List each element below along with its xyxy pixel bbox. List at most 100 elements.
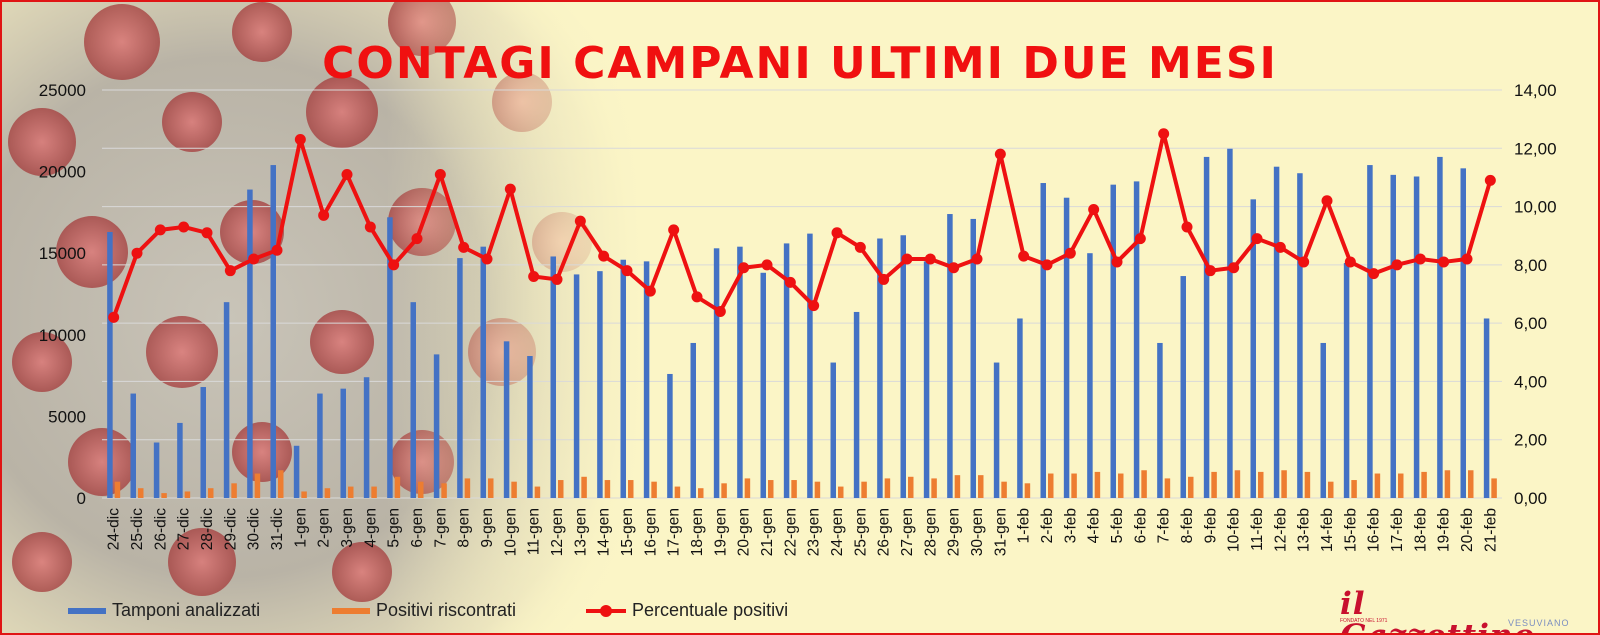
- point-percentuale: [1111, 256, 1123, 268]
- y-left-tick-label: 20000: [39, 163, 86, 182]
- point-percentuale: [551, 273, 563, 285]
- bar-positivi: [1048, 473, 1054, 498]
- bar-positivi: [1491, 478, 1497, 498]
- point-percentuale: [1414, 253, 1426, 265]
- point-percentuale: [434, 169, 446, 181]
- bar-positivi: [231, 483, 237, 498]
- y-left-tick-label: 0: [77, 489, 86, 508]
- bar-positivi: [1444, 470, 1451, 498]
- bar-tamponi: [1087, 253, 1093, 498]
- y-right-tick-label: 10,00: [1514, 198, 1557, 217]
- x-tick-label: 25-gen: [852, 508, 869, 556]
- point-percentuale: [574, 215, 586, 227]
- bar-positivi: [254, 473, 261, 498]
- x-tick-label: 12-feb: [1272, 508, 1289, 552]
- bar-positivi: [488, 478, 494, 498]
- bar-tamponi: [1110, 184, 1116, 498]
- bar-positivi: [721, 483, 727, 498]
- x-tick-label: 10-gen: [502, 508, 519, 556]
- x-tick-label: 14-gen: [596, 508, 613, 556]
- bar-tamponi: [713, 248, 720, 498]
- bar-tamponi: [993, 362, 1000, 498]
- x-tick-label: 15-gen: [619, 508, 636, 556]
- bar-positivi: [884, 478, 891, 498]
- x-tick-label: 10-feb: [1226, 508, 1243, 552]
- bar-tamponi: [597, 271, 603, 498]
- bar-tamponi: [1367, 165, 1373, 498]
- bar-tamponi: [1157, 342, 1163, 498]
- legend-label-tamponi: Tamponi analizzati: [112, 600, 261, 620]
- x-tick-label: 12-gen: [549, 508, 566, 556]
- bar-tamponi: [153, 442, 160, 498]
- bar-tamponi: [1017, 318, 1023, 498]
- x-tick-label: 15-feb: [1342, 508, 1359, 552]
- point-percentuale: [1438, 256, 1450, 268]
- bar-tamponi: [107, 231, 113, 498]
- point-percentuale: [1391, 259, 1403, 271]
- bar-positivi: [278, 470, 284, 498]
- bar-positivi: [861, 481, 867, 498]
- bar-positivi: [301, 491, 307, 498]
- point-percentuale: [248, 253, 260, 265]
- x-tick-label: 31-gen: [992, 508, 1009, 556]
- x-tick-label: 25-dic: [129, 508, 146, 550]
- x-tick-label: 18-feb: [1412, 508, 1429, 552]
- bar-positivi: [1024, 483, 1031, 498]
- bar-positivi: [1211, 471, 1217, 498]
- x-tick-label: 31-dic: [269, 508, 286, 550]
- bar-tamponi: [410, 302, 416, 498]
- bar-tamponi: [760, 272, 766, 498]
- bar-tamponi: [1040, 183, 1046, 499]
- chart-title: CONTAGI CAMPANI ULTIMI DUE MESI: [322, 38, 1278, 89]
- logo-subtitle: VESUVIANO: [1508, 618, 1570, 628]
- bar-tamponi: [1203, 156, 1210, 499]
- bar-positivi: [768, 480, 774, 498]
- point-percentuale: [948, 262, 960, 274]
- bar-positivi: [534, 486, 541, 498]
- x-tick-label: 16-gen: [642, 508, 659, 556]
- bar-tamponi: [1437, 156, 1443, 499]
- point-percentuale: [108, 311, 120, 323]
- point-percentuale: [1298, 256, 1310, 268]
- x-tick-label: 13-feb: [1296, 508, 1313, 552]
- bar-tamponi: [550, 256, 556, 498]
- bar-tamponi: [853, 311, 860, 498]
- point-percentuale: [621, 265, 633, 277]
- point-percentuale: [504, 183, 516, 195]
- bar-tamponi: [900, 235, 906, 499]
- bar-positivi: [161, 493, 167, 498]
- x-tick-label: 27-gen: [899, 508, 916, 556]
- x-tick-label: 29-dic: [222, 508, 239, 550]
- bar-tamponi: [1460, 168, 1466, 498]
- point-percentuale: [224, 265, 236, 277]
- point-percentuale: [598, 250, 610, 262]
- bar-positivi: [1421, 471, 1427, 498]
- legend-label-positivi: Positivi riscontrati: [376, 600, 517, 620]
- x-tick-label: 19-feb: [1436, 508, 1453, 552]
- point-percentuale: [924, 253, 936, 265]
- bar-tamponi: [1297, 173, 1303, 498]
- point-percentuale: [458, 241, 470, 253]
- bar-positivi: [1468, 470, 1474, 498]
- point-percentuale: [528, 271, 540, 283]
- y-left-tick-label: 10000: [39, 326, 86, 345]
- bar-tamponi: [1227, 148, 1233, 498]
- x-tick-label: 1-feb: [1016, 508, 1033, 543]
- point-percentuale: [738, 262, 750, 274]
- x-tick-label: 13-gen: [572, 508, 589, 556]
- bar-positivi: [1398, 473, 1404, 498]
- point-percentuale: [994, 148, 1006, 160]
- bar-positivi: [1071, 473, 1077, 498]
- x-tick-label: 27-dic: [176, 508, 193, 550]
- x-tick-label: 6-feb: [1132, 508, 1149, 543]
- x-tick-label: 1-gen: [292, 508, 309, 548]
- point-percentuale: [1461, 253, 1473, 265]
- bar-tamponi: [667, 373, 673, 498]
- bar-positivi: [1141, 470, 1147, 498]
- x-tick-label: 30-gen: [969, 508, 986, 556]
- bar-positivi: [1164, 478, 1171, 498]
- bar-positivi: [931, 478, 937, 498]
- x-tick-label: 6-gen: [409, 508, 426, 548]
- bar-positivi: [184, 491, 191, 498]
